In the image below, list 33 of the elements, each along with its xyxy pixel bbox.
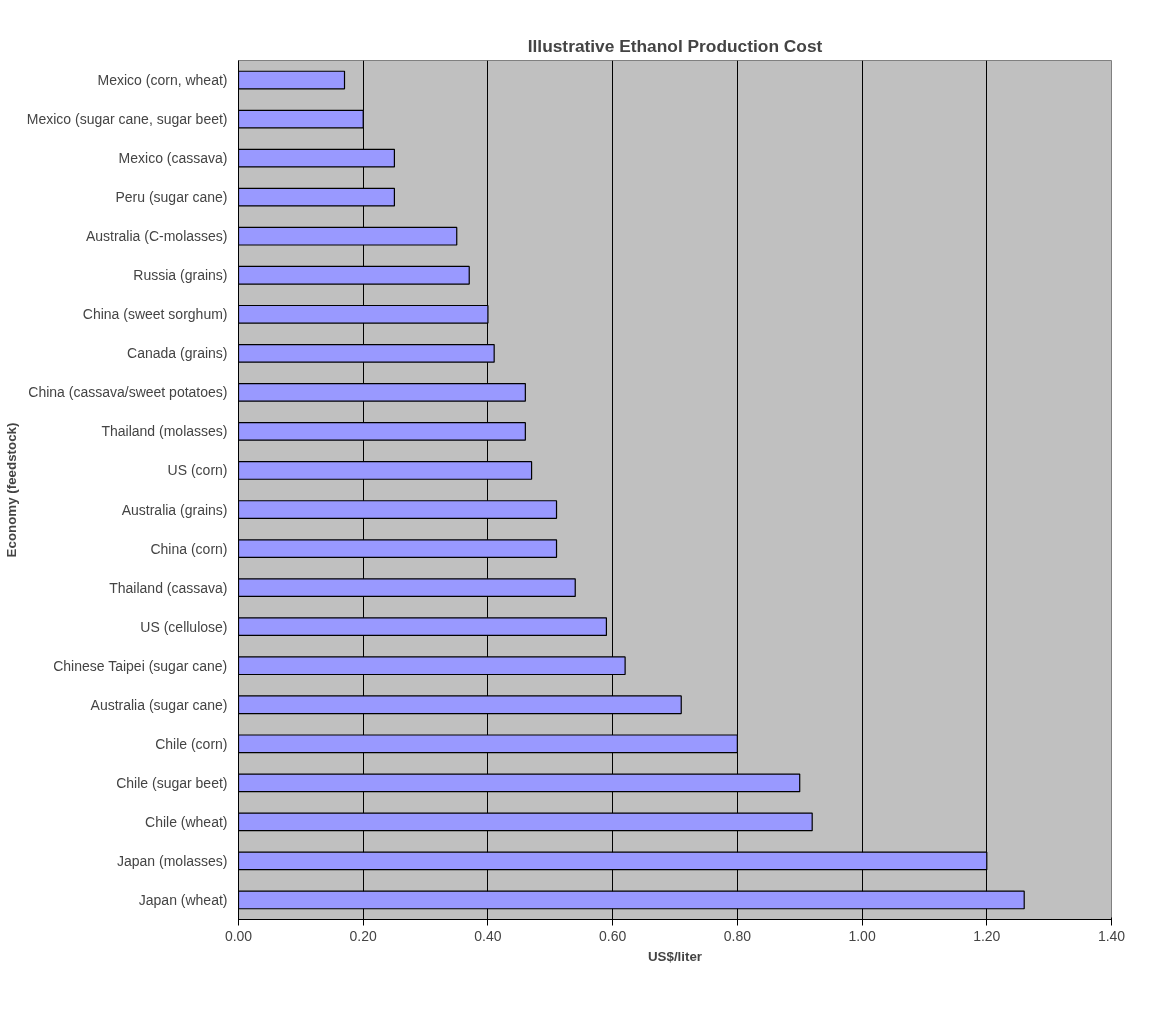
x-tick-label: 0.20 [349, 927, 378, 944]
y-tick-label: China (corn) [150, 540, 228, 557]
x-axis-title: US$/liter [647, 948, 703, 964]
x-tick-label: 0.80 [723, 927, 752, 944]
y-tick-label: US (cellulose) [140, 618, 228, 635]
x-tick-label: 1.20 [973, 927, 1001, 944]
y-axis-title: Economy (feedstock) [3, 422, 19, 558]
y-tick-label: Canada (grains) [127, 345, 228, 362]
y-tick-label: Chile (sugar beet) [116, 774, 228, 791]
y-tick-label: US (corn) [167, 462, 228, 479]
y-tick-label: Chile (wheat) [145, 813, 228, 830]
y-tick-label: Chile (corn) [155, 735, 228, 752]
y-tick-label: Mexico (sugar cane, sugar beet) [26, 111, 228, 128]
x-tick-label: 0.60 [599, 927, 627, 944]
y-tick-label: Mexico (cassava) [118, 150, 228, 167]
y-tick-label: China (sweet sorghum) [82, 306, 228, 323]
y-tick-label: Chinese Taipei (sugar cane) [53, 657, 228, 674]
y-tick-label: Thailand (molasses) [101, 423, 228, 440]
y-tick-label: Thailand (cassava) [109, 579, 228, 596]
chart-title: Illustrative Ethanol Production Cost [527, 35, 823, 56]
x-tick-label: 1.00 [848, 927, 876, 944]
y-tick-label: China (cassava/sweet potatoes) [28, 384, 228, 401]
y-tick-label: Japan (wheat) [138, 891, 228, 908]
y-tick-label: Russia (grains) [133, 267, 228, 284]
x-tick-label: 0.00 [224, 927, 253, 944]
y-tick-label: Australia (sugar cane) [90, 696, 228, 713]
x-tick-label: 1.40 [1097, 927, 1126, 944]
y-tick-label: Peru (sugar cane) [115, 189, 228, 206]
y-tick-label: Mexico (corn, wheat) [97, 72, 228, 89]
x-tick-label: 0.40 [474, 927, 502, 944]
y-tick-label: Japan (molasses) [117, 852, 228, 869]
y-tick-label: Australia (grains) [121, 501, 228, 518]
y-tick-label: Australia (C-molasses) [85, 228, 228, 245]
